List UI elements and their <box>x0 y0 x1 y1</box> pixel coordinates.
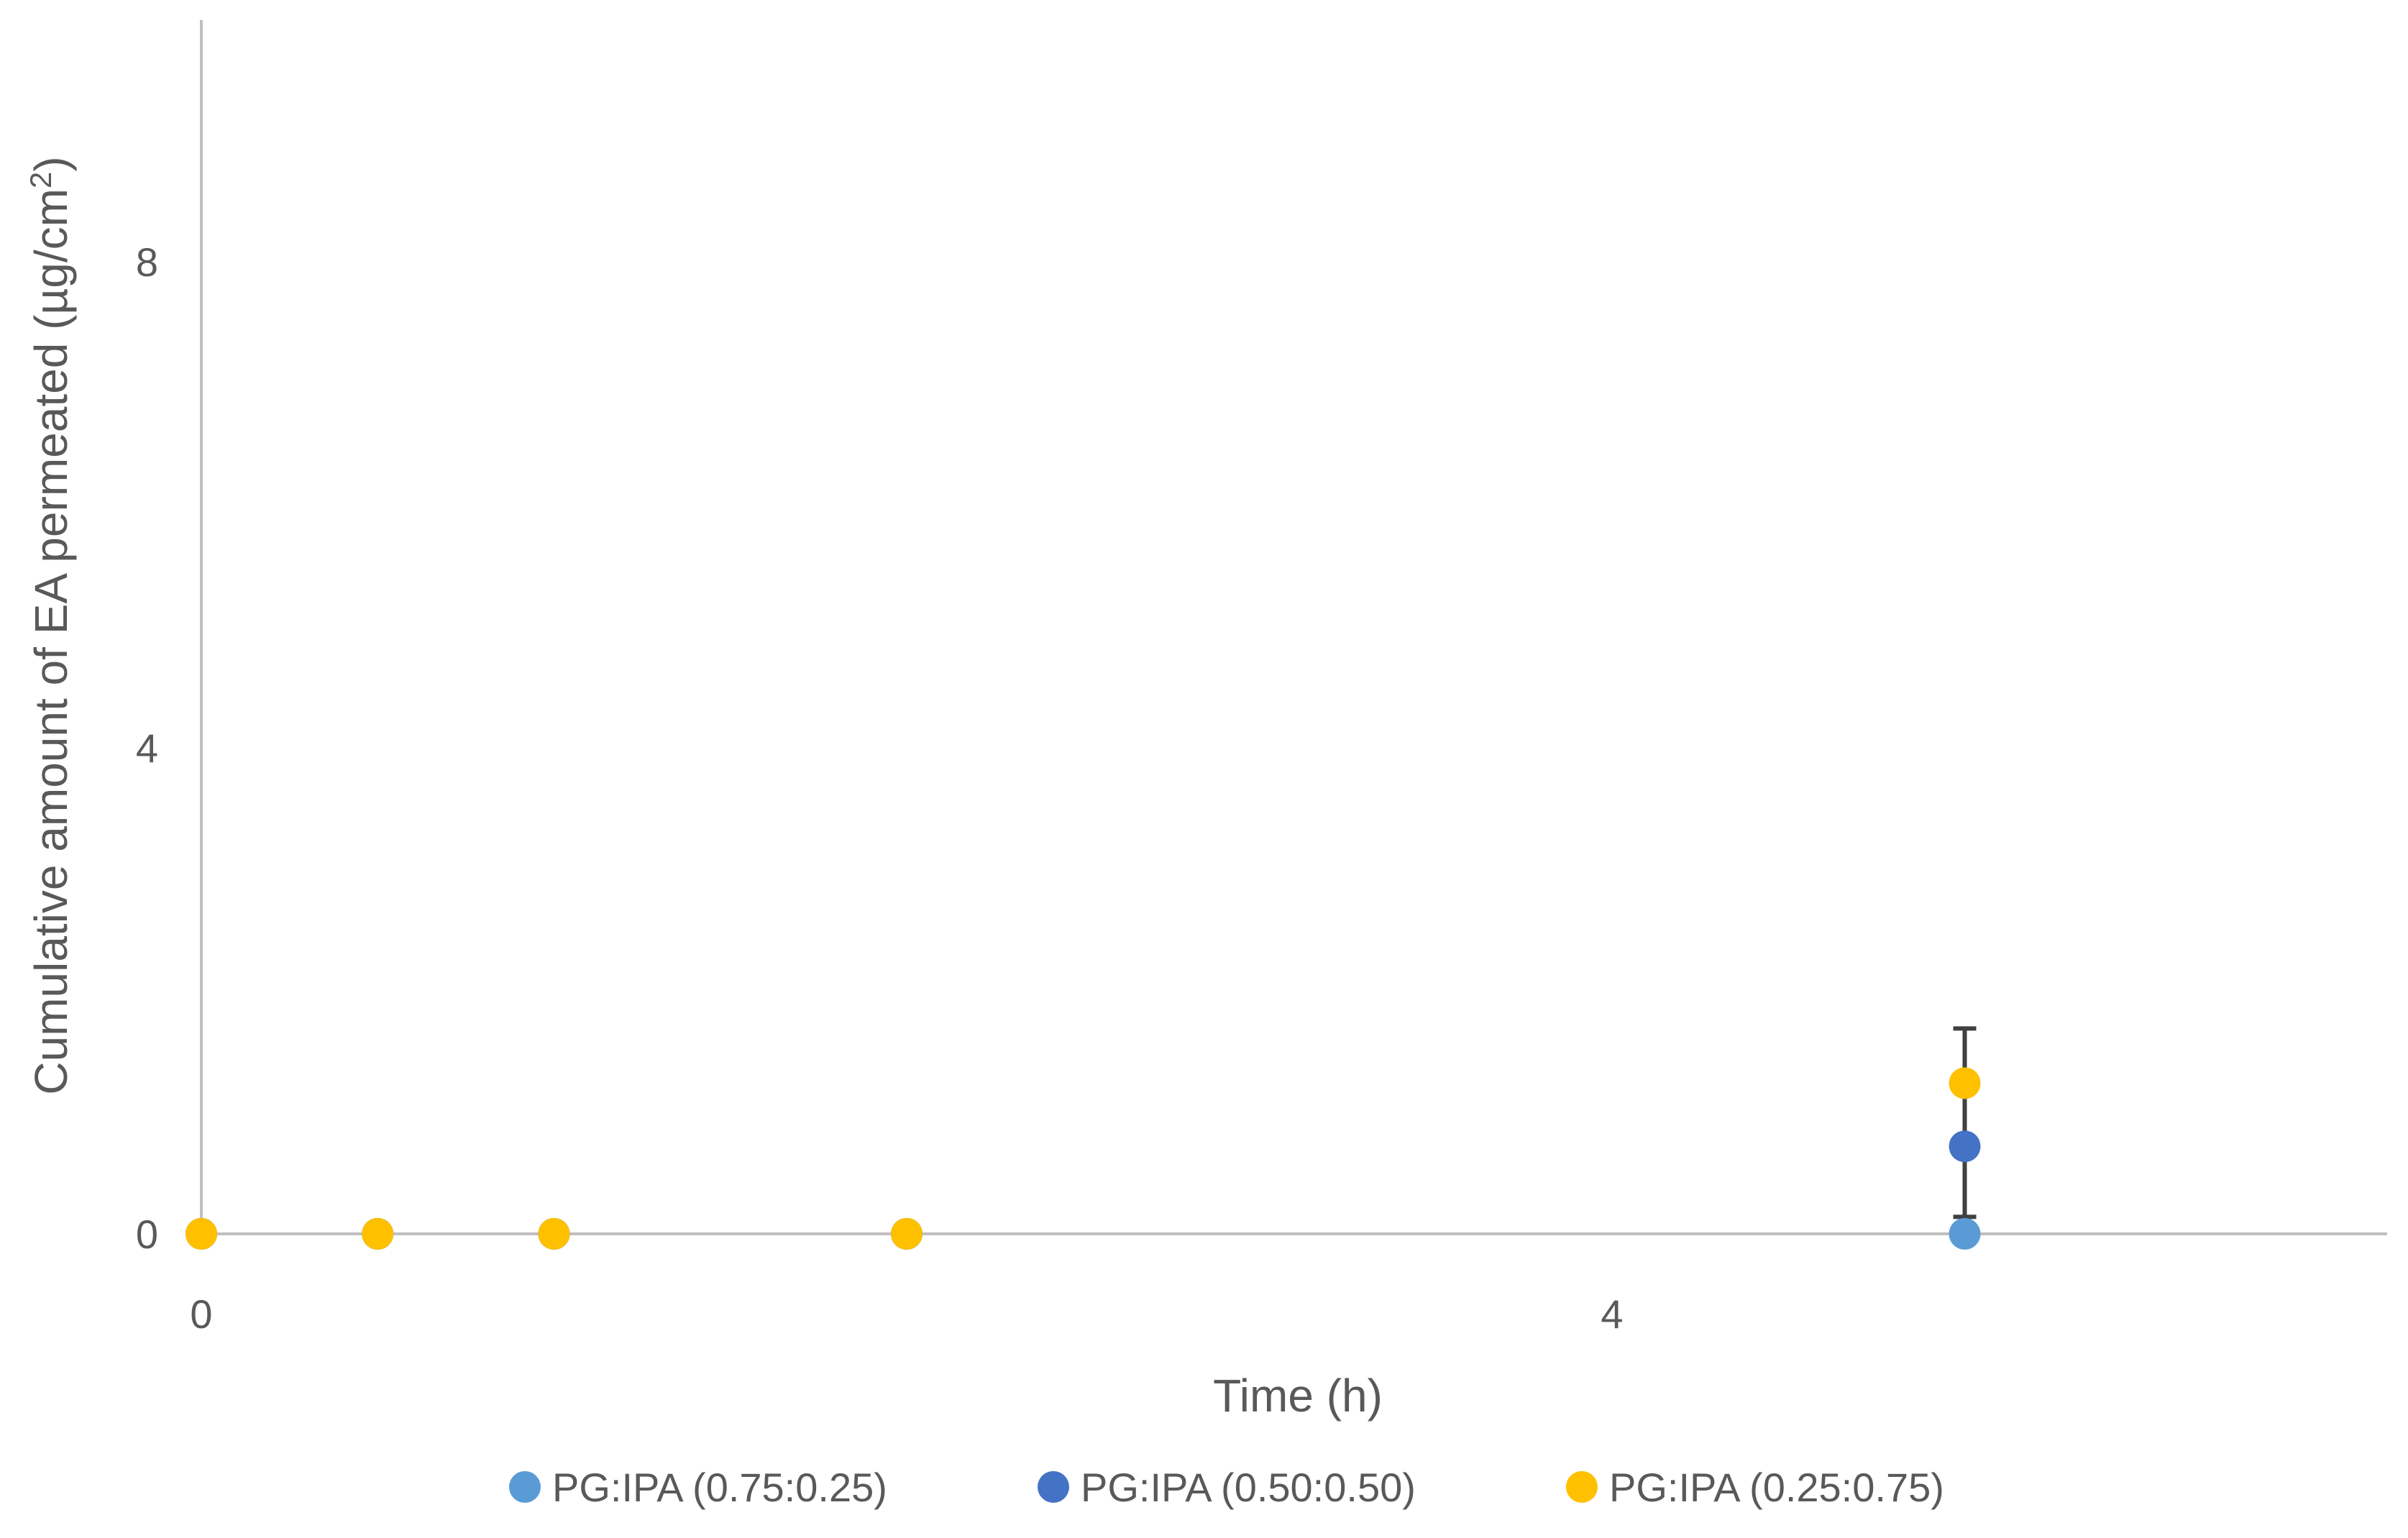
y-tick-label: 4 <box>136 725 158 771</box>
y-tick-label: 0 <box>136 1212 158 1257</box>
y-axis-title: Cumulative amount of EA permeated (µg/cm… <box>24 156 77 1094</box>
data-point-series-3 <box>186 1218 217 1250</box>
data-point-series-3 <box>362 1218 393 1250</box>
data-point-series-3 <box>539 1218 570 1250</box>
data-point-series-3 <box>891 1218 923 1250</box>
legend-label: PG:IPA (0.25:0.75) <box>1609 1465 1944 1510</box>
x-tick-labels: 04812162024 <box>190 1291 2408 1337</box>
legend-marker <box>1038 1471 1069 1503</box>
legend-item: PG:IPA (0.50:0.50) <box>1038 1465 1416 1510</box>
legend-item: PG:IPA (0.25:0.75) <box>1566 1465 1944 1510</box>
legend-marker <box>1566 1471 1598 1503</box>
data-point-series-2 <box>1949 1130 1981 1162</box>
y-tick-label: 8 <box>136 239 158 285</box>
x-tick-label: 0 <box>190 1291 212 1337</box>
legend-label: PG:IPA (0.50:0.50) <box>1081 1465 1416 1510</box>
x-axis-title: Time (h) <box>1213 1370 1383 1422</box>
data-points-layer <box>186 422 2408 1250</box>
axes-layer <box>201 20 2387 1234</box>
data-point-series-1 <box>1949 1218 1981 1250</box>
legend-label: PG:IPA (0.75:0.25) <box>552 1465 887 1510</box>
y-tick-labels: 0 4 8 <box>136 239 158 1257</box>
legend-marker <box>509 1471 541 1503</box>
y-axis-title-base: Cumulative amount of EA permeated (µg/cm <box>25 188 77 1095</box>
y-axis-title-close: ) <box>25 156 77 171</box>
x-tick-label: 4 <box>1601 1291 1623 1337</box>
y-axis-title-superscript: 2 <box>24 172 58 188</box>
legend: PG:IPA (0.75:0.25) PG:IPA (0.50:0.50) PG:I… <box>509 1465 1944 1510</box>
legend-item: PG:IPA (0.75:0.25) <box>509 1465 887 1510</box>
data-point-series-3 <box>1949 1067 1981 1099</box>
error-bars-layer <box>1954 280 2408 1217</box>
